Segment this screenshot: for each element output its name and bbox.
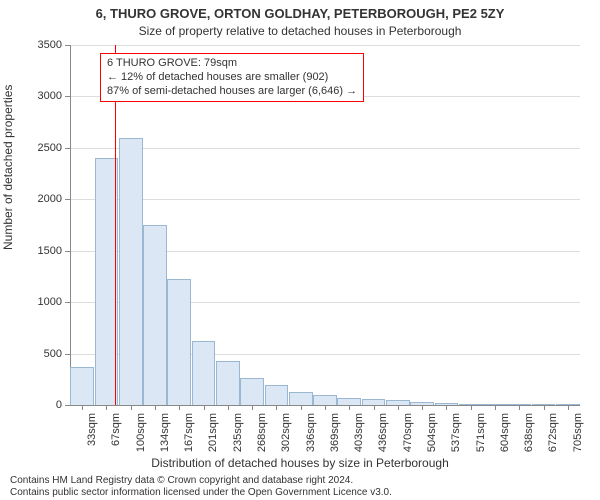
x-tick-label: 235sqm	[232, 413, 244, 452]
grid-line	[70, 148, 580, 149]
x-tick-mark	[519, 405, 520, 410]
footer: Contains HM Land Registry data © Crown c…	[10, 475, 590, 498]
x-tick-mark	[349, 405, 350, 410]
plot-area: 050010001500200025003000350033sqm67sqm10…	[70, 45, 580, 405]
chart-subtitle: Size of property relative to detached ho…	[0, 24, 600, 38]
y-axis-label: Number of detached properties	[1, 85, 15, 250]
y-tick-label: 500	[22, 348, 62, 360]
x-tick-mark	[568, 405, 569, 410]
x-tick-mark	[471, 405, 472, 410]
callout-line-3: 87% of semi-detached houses are larger (…	[107, 85, 357, 99]
bar	[265, 385, 289, 405]
x-tick-mark	[446, 405, 447, 410]
y-axis-line	[70, 45, 71, 405]
x-tick-label: 403sqm	[353, 413, 365, 452]
grid-line	[70, 199, 580, 200]
y-tick-label: 3500	[22, 39, 62, 51]
x-tick-label: 504sqm	[426, 413, 438, 452]
x-tick-mark	[228, 405, 229, 410]
x-tick-label: 672sqm	[548, 413, 560, 452]
bar	[289, 392, 313, 405]
x-tick-label: 638sqm	[523, 413, 535, 452]
x-tick-mark	[374, 405, 375, 410]
chart-container: 6, THURO GROVE, ORTON GOLDHAY, PETERBORO…	[0, 0, 600, 500]
bar	[143, 225, 167, 405]
x-tick-mark	[252, 405, 253, 410]
bar	[240, 378, 264, 405]
y-tick-label: 1000	[22, 296, 62, 308]
y-tick-label: 3000	[22, 90, 62, 102]
y-tick-label: 1500	[22, 245, 62, 257]
bar	[192, 341, 216, 405]
x-tick-mark	[398, 405, 399, 410]
x-tick-mark	[131, 405, 132, 410]
x-tick-label: 571sqm	[475, 413, 487, 452]
bar	[70, 367, 94, 405]
x-tick-mark	[204, 405, 205, 410]
bar	[216, 361, 240, 405]
y-tick-label: 2500	[22, 142, 62, 154]
x-tick-mark	[276, 405, 277, 410]
x-tick-mark	[495, 405, 496, 410]
x-tick-mark	[544, 405, 545, 410]
grid-line	[70, 45, 580, 46]
x-tick-mark	[301, 405, 302, 410]
x-axis-label: Distribution of detached houses by size …	[0, 456, 600, 470]
footer-line-2: Contains public sector information licen…	[10, 487, 590, 499]
x-tick-label: 268sqm	[256, 413, 268, 452]
x-tick-label: 167sqm	[183, 413, 195, 452]
x-tick-label: 33sqm	[86, 413, 98, 446]
x-tick-label: 436sqm	[378, 413, 390, 452]
y-tick-label: 0	[22, 399, 62, 411]
x-tick-mark	[106, 405, 107, 410]
bar	[313, 395, 337, 405]
callout-line-2: ← 12% of detached houses are smaller (90…	[107, 71, 357, 85]
x-tick-label: 336sqm	[305, 413, 317, 452]
callout-box: 6 THURO GROVE: 79sqm← 12% of detached ho…	[100, 53, 364, 102]
x-tick-label: 100sqm	[135, 413, 147, 452]
x-tick-label: 134sqm	[159, 413, 171, 452]
footer-line-1: Contains HM Land Registry data © Crown c…	[10, 475, 590, 487]
x-tick-mark	[155, 405, 156, 410]
x-tick-label: 67sqm	[110, 413, 122, 446]
x-tick-label: 302sqm	[280, 413, 292, 452]
chart-title: 6, THURO GROVE, ORTON GOLDHAY, PETERBORO…	[0, 6, 600, 21]
x-tick-label: 604sqm	[499, 413, 511, 452]
x-tick-label: 369sqm	[329, 413, 341, 452]
x-tick-mark	[325, 405, 326, 410]
x-tick-mark	[82, 405, 83, 410]
bar	[119, 138, 143, 405]
x-tick-label: 705sqm	[572, 413, 584, 452]
callout-line-1: 6 THURO GROVE: 79sqm	[107, 57, 357, 71]
bar	[167, 279, 191, 406]
x-tick-label: 537sqm	[450, 413, 462, 452]
x-tick-label: 470sqm	[402, 413, 414, 452]
y-tick-label: 2000	[22, 193, 62, 205]
x-tick-mark	[179, 405, 180, 410]
bar	[337, 398, 361, 405]
x-tick-label: 201sqm	[208, 413, 220, 452]
x-tick-mark	[422, 405, 423, 410]
